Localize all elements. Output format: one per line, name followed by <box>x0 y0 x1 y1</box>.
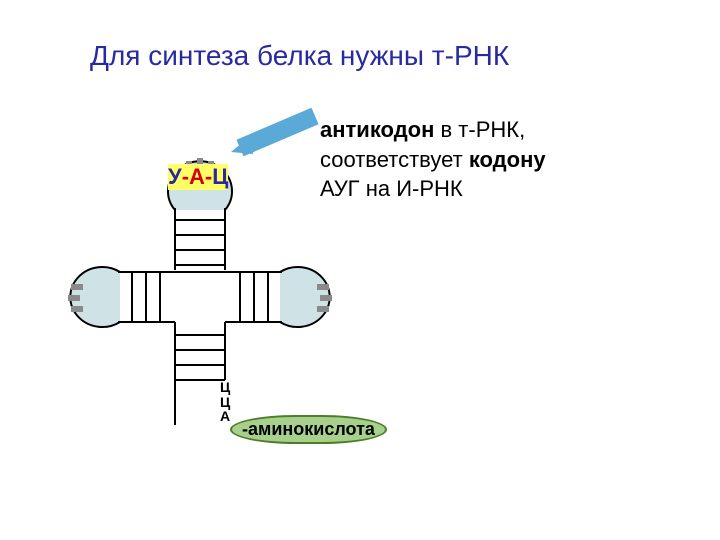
annotation-text-3: АУГ на И-РНК <box>320 174 670 204</box>
annotation-bold-2: кодону <box>469 147 546 172</box>
anticodon-u: У <box>168 164 182 189</box>
anticodon-annotation: антикодон в т-РНК, соответствует кодону … <box>320 115 670 204</box>
anticodon-label: У-А-Ц <box>168 164 228 190</box>
anticodon-a: А <box>189 164 205 189</box>
loop-tick <box>320 295 332 301</box>
loop-tick <box>317 306 329 312</box>
aminoacid-label: -аминокислота <box>230 415 387 444</box>
page-title: Для синтеза белка нужны т-РНК <box>90 40 509 72</box>
annotation-text-2: соответствует <box>320 147 469 172</box>
trna-diagram: У-А-Ц Ц Ц А -аминокислота <box>60 150 340 480</box>
cca-c1: Ц <box>220 380 230 395</box>
anticodon-sep1: - <box>182 164 189 189</box>
annotation-bold-1: антикодон <box>320 117 434 142</box>
anticodon-c: Ц <box>212 164 228 189</box>
annotation-text-1: в т-РНК, <box>434 117 525 142</box>
cca-tail: Ц Ц А <box>220 380 230 424</box>
cca-a: А <box>220 409 230 424</box>
cca-c2: Ц <box>220 395 230 410</box>
loop-tick <box>71 306 83 312</box>
loop-tick <box>317 284 329 290</box>
loop-tick <box>68 295 80 301</box>
loop-tick <box>71 284 83 290</box>
